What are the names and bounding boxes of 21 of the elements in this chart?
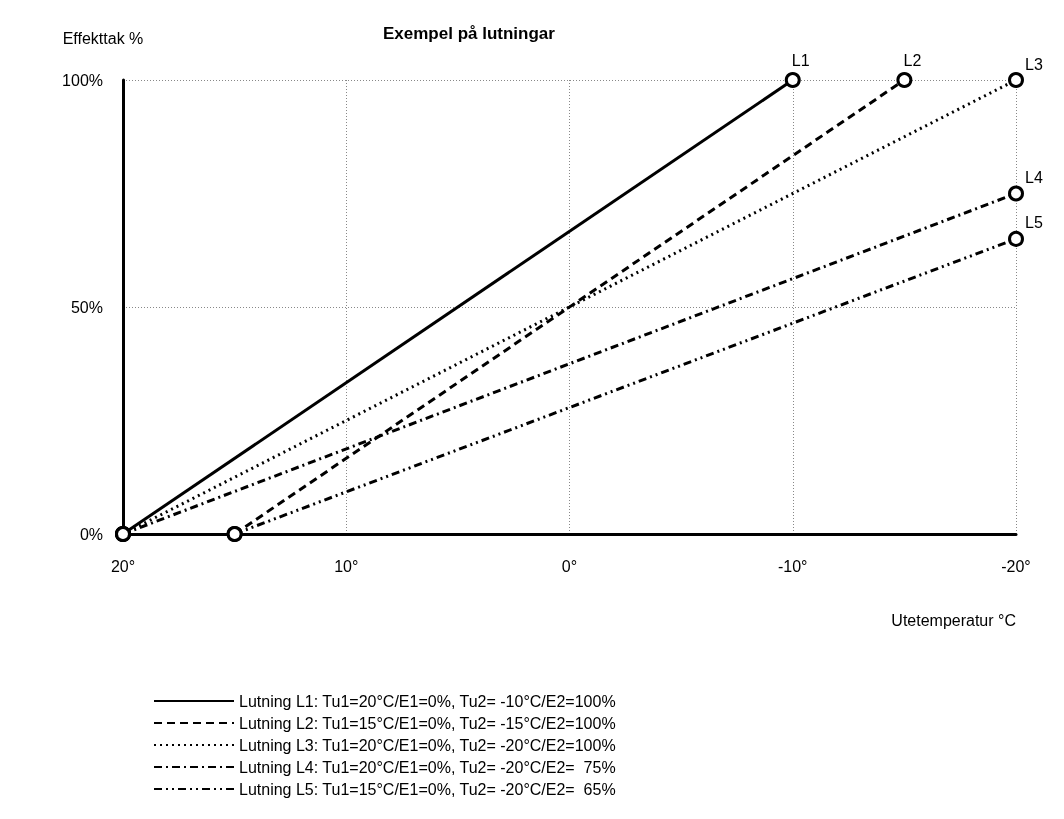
- legend-label: Lutning L5: Tu1=15°C/E1=0%, Tu2= -20°C/E2= 65%: [239, 780, 616, 798]
- chart-title: Exempel på lutningar: [383, 24, 556, 43]
- annotation: L4: [1025, 169, 1043, 186]
- legend-label: Lutning L3: Tu1=20°C/E1=0%, Tu2= -20°C/E2=100%: [239, 736, 616, 754]
- x-tick-label: -10°: [777, 557, 808, 575]
- y-tick-label: 0%: [79, 525, 103, 543]
- x-axis-title: Utetemperatur °C: [891, 611, 1016, 629]
- annotation: L5: [1025, 214, 1043, 232]
- y-tick-label: 100%: [62, 71, 103, 89]
- legend-label: Lutning L1: Tu1=20°C/E1=0%, Tu2= -10°C/E2=100%: [239, 692, 616, 710]
- x-tick-label: -20°: [1001, 557, 1031, 575]
- legend-label: Lutning L2: Tu1=15°C/E1=0%, Tu2= -15°C/E2=100%: [239, 714, 616, 732]
- x-tick-label: 20°: [110, 557, 136, 575]
- x-tick-label: 10°: [334, 557, 359, 575]
- y-axis-title: Effekttak %: [62, 29, 144, 47]
- legend-label: Lutning L4: Tu1=20°C/E1=0%, Tu2= -20°C/E2= 75%: [239, 758, 616, 776]
- annotation: L2: [903, 51, 922, 69]
- x-tick-label: 0°: [561, 557, 578, 575]
- y-tick-label: 50%: [70, 298, 103, 316]
- annotation: L3: [1025, 55, 1043, 73]
- annotation: L1: [791, 51, 810, 69]
